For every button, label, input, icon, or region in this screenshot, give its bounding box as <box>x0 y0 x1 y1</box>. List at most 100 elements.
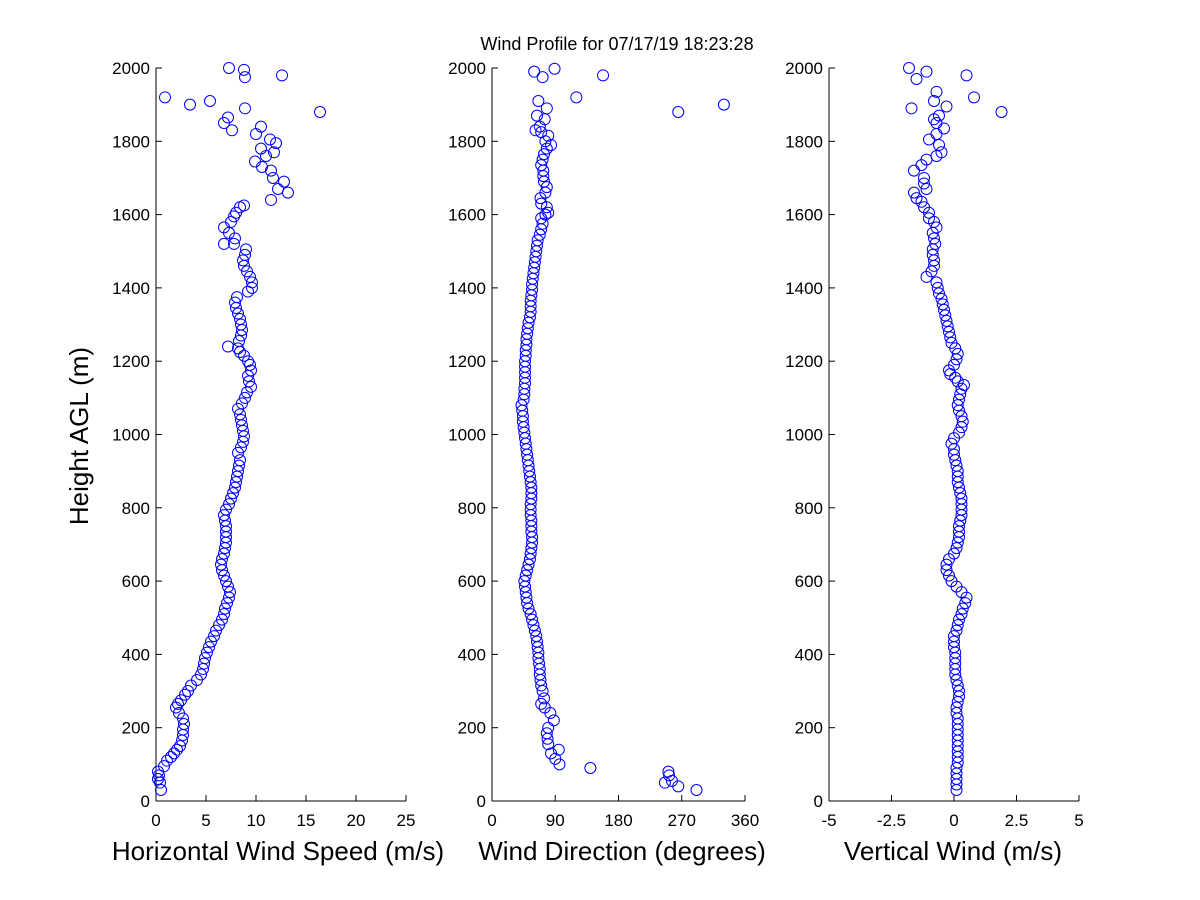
vertical-wind-data-point <box>930 127 943 140</box>
wind-direction-ytick-label: 200 <box>458 719 486 738</box>
horizontal-wind-speed-data-point <box>238 349 250 362</box>
wind-direction-data-point <box>538 701 551 714</box>
wind-direction-ytick-label: 1200 <box>448 352 486 371</box>
vertical-wind-data-point <box>920 65 933 78</box>
horizontal-wind-speed-data-point <box>250 127 262 140</box>
vertical-wind-data-point <box>956 602 969 615</box>
vertical-wind-data-point <box>955 382 968 395</box>
horizontal-wind-speed-data-point <box>245 380 257 393</box>
vertical-wind-data-point <box>951 619 964 632</box>
vertical-wind-ytick-label: 200 <box>795 719 823 738</box>
horizontal-wind-speed-data-point <box>229 296 241 309</box>
vertical-wind-data-point <box>954 487 967 500</box>
vertical-wind-data-point <box>951 347 964 360</box>
horizontal-wind-speed-data-point <box>199 652 211 665</box>
horizontal-wind-speed-xtick-label: 20 <box>347 811 366 830</box>
panel-horizontal-wind-speed: 0 200 400 600 800 1000 1200 1400 1600 1800 2000 0 5 1… <box>112 59 444 866</box>
horizontal-wind-speed-data-point <box>204 94 216 107</box>
horizontal-wind-speed-xtick-label: 10 <box>247 811 266 830</box>
horizontal-wind-speed-data-point <box>246 276 258 289</box>
wind-direction-xtick-label: 90 <box>546 811 565 830</box>
vertical-wind-ytick-label: 1000 <box>785 426 823 445</box>
horizontal-wind-speed-data-point <box>239 248 251 261</box>
vertical-wind-data-point <box>955 492 968 505</box>
vertical-wind-data-point <box>920 182 933 195</box>
vertical-wind-data-point <box>951 679 964 692</box>
wind-direction-data-point <box>515 399 528 412</box>
horizontal-wind-speed-data-point <box>239 71 251 84</box>
vertical-wind-data-point <box>941 320 954 333</box>
wind-direction-xtick-label: 0 <box>487 811 496 830</box>
horizontal-wind-speed-data-point <box>241 265 253 278</box>
wind-direction-data-point <box>658 776 671 789</box>
horizontal-wind-speed-ytick-label: 1000 <box>112 426 150 445</box>
horizontal-wind-speed-data-point <box>239 391 251 404</box>
vertical-wind-data-point <box>940 100 953 113</box>
horizontal-wind-speed-data-point <box>314 105 326 118</box>
horizontal-wind-speed-data-point <box>238 199 250 212</box>
horizontal-wind-speed-data-point <box>216 613 228 626</box>
vertical-wind-data-point <box>930 221 943 234</box>
horizontal-wind-speed-data-point <box>238 63 250 76</box>
wind-direction-data-point <box>540 142 553 155</box>
vertical-wind-data-point <box>908 164 920 177</box>
vertical-wind-xtick-label: 2.5 <box>1005 811 1029 830</box>
vertical-wind-data-point <box>933 109 945 122</box>
wind-direction-data-point <box>584 762 597 775</box>
wind-direction-data-point <box>524 608 537 621</box>
vertical-wind-data-point <box>943 325 955 338</box>
horizontal-wind-speed-ytick-label: 800 <box>122 499 150 518</box>
wind-direction-ytick-label: 600 <box>458 572 486 591</box>
vertical-wind-data-point <box>918 171 930 184</box>
horizontal-wind-speed-data-point <box>234 313 246 326</box>
wind-direction-ytick-label: 1800 <box>448 132 486 151</box>
horizontal-wind-speed-data-point <box>224 586 236 599</box>
vertical-wind-data-point <box>951 375 964 388</box>
vertical-wind-data-point <box>928 232 940 245</box>
vertical-wind-data-point <box>944 331 957 344</box>
y-axis-label: Height AGL (m) <box>64 347 94 525</box>
wind-direction-data-point <box>540 727 553 740</box>
horizontal-wind-speed-data-point <box>218 608 230 621</box>
horizontal-wind-speed-ytick-label: 1200 <box>112 352 150 371</box>
horizontal-wind-speed-data-point <box>249 155 261 168</box>
vertical-wind-data-point <box>945 437 958 450</box>
vertical-wind-data-point <box>918 201 930 214</box>
horizontal-wind-speed-data-point <box>184 98 196 111</box>
horizontal-wind-speed-data-point <box>267 171 279 184</box>
vertical-wind-ytick-label: 1400 <box>785 279 823 298</box>
vertical-wind-data-point <box>995 105 1008 118</box>
wind-direction-data-point <box>530 109 543 122</box>
horizontal-wind-speed-data-point <box>215 558 227 571</box>
horizontal-wind-speed-data-point <box>265 193 277 206</box>
horizontal-wind-speed-data-point <box>158 760 170 773</box>
vertical-wind-data-point <box>903 62 915 74</box>
horizontal-wind-speed-data-point <box>220 503 232 516</box>
horizontal-wind-speed-data-point <box>225 492 237 505</box>
vertical-wind-xtick-label: 5 <box>1074 811 1083 830</box>
wind-direction-data-point <box>528 624 541 637</box>
horizontal-wind-speed-data-point <box>234 454 246 467</box>
vertical-wind-data-point <box>933 287 945 300</box>
horizontal-wind-speed-data-point <box>228 237 240 250</box>
wind-direction-data-point <box>538 692 551 705</box>
vertical-wind-ytick-label: 600 <box>795 572 823 591</box>
vertical-wind-ytick-label: 2000 <box>785 59 823 78</box>
horizontal-wind-speed-data-point <box>159 91 171 104</box>
horizontal-wind-speed-data-point <box>244 270 256 283</box>
wind-direction-data-point <box>672 105 685 118</box>
horizontal-wind-speed-xtick-label: 25 <box>397 811 416 830</box>
vertical-wind-xtick-label: -2.5 <box>877 811 906 830</box>
vertical-wind-data-point <box>926 248 939 261</box>
wind-direction-data-point <box>536 217 549 230</box>
horizontal-wind-speed-xtick-label: 15 <box>297 811 316 830</box>
vertical-wind-data-point <box>923 212 935 225</box>
vertical-wind-ytick-label: 800 <box>795 499 823 518</box>
horizontal-wind-speed-data-point <box>272 182 284 195</box>
wind-direction-data-point <box>538 148 551 161</box>
vertical-wind-data-point <box>938 303 950 316</box>
wind-direction-ytick-label: 1600 <box>448 206 486 225</box>
horizontal-wind-speed-data-point <box>233 459 245 472</box>
wind-direction-data-point <box>540 181 553 194</box>
